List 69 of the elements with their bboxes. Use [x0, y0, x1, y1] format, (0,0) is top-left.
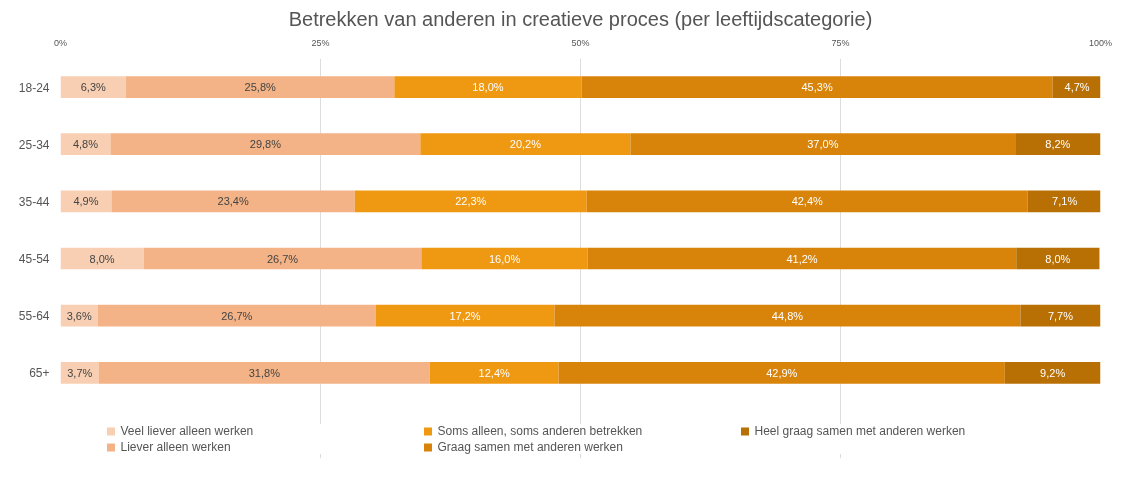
bar [97, 304, 376, 327]
data-label: 4,9% [73, 195, 99, 208]
data-label: 31,8% [248, 366, 281, 379]
bar [354, 190, 587, 213]
data-label: 7,7% [1047, 309, 1074, 322]
y-tick-label: 35-44 [18, 194, 50, 209]
x-tick-label: 50% [571, 37, 590, 48]
data-label: 6,3% [80, 81, 107, 94]
legend-label: Veel liever alleen werken [120, 424, 255, 438]
data-label: 12,4% [478, 366, 510, 379]
bar [1004, 361, 1101, 384]
data-label: 44,8% [771, 309, 804, 322]
bar [143, 247, 422, 270]
bar [1015, 133, 1101, 156]
data-label: 3,6% [66, 309, 92, 322]
legend-label: Soms alleen, soms anderen betrekken [437, 424, 644, 438]
bar [98, 361, 430, 384]
bar [554, 304, 1021, 327]
y-tick-label: 25-34 [18, 137, 50, 152]
bar [421, 247, 588, 270]
bar [110, 133, 421, 156]
data-label: 26,7% [221, 309, 253, 322]
data-label: 8,0% [1045, 252, 1071, 265]
bar [586, 190, 1028, 213]
chart-title: Betrekken van anderen in creatieve proces (per leeftijdscategorie) [288, 7, 873, 30]
x-tick-label: 0% [54, 37, 68, 48]
data-label: 17,2% [449, 309, 481, 322]
data-label: 42,9% [766, 366, 798, 379]
legend-label: Heel graag samen met anderen werken [754, 424, 967, 438]
bar [111, 190, 355, 213]
data-label: 9,2% [1040, 366, 1066, 379]
legend-label: Graag samen met anderen werken [437, 440, 624, 454]
data-label: 41,2% [786, 252, 818, 265]
data-label: 22,3% [455, 195, 487, 208]
bar [420, 133, 631, 156]
x-tick-label: 25% [311, 37, 330, 48]
x-tick-label: 75% [831, 37, 850, 48]
data-label: 26,7% [266, 252, 299, 265]
bar [1020, 304, 1101, 327]
bar [581, 76, 1053, 98]
data-label: 8,0% [89, 252, 115, 265]
bar [587, 247, 1017, 270]
data-label: 45,3% [801, 81, 833, 94]
y-tick-label: 55-64 [18, 309, 50, 324]
data-label: 8,2% [1045, 138, 1071, 151]
data-label: 16,0% [488, 252, 521, 265]
data-label: 29,8% [249, 138, 282, 151]
data-label: 37,0% [807, 138, 839, 151]
y-tick-label: 18-24 [18, 80, 50, 95]
data-label: 4,8% [72, 138, 99, 151]
bar [394, 76, 582, 98]
data-label: 23,4% [217, 195, 249, 208]
data-label: 25,8% [244, 81, 276, 94]
bar [429, 361, 559, 384]
data-label: 18,0% [472, 81, 504, 94]
legend-label: Liever alleen werken [120, 440, 232, 454]
y-tick-label: 65+ [29, 366, 50, 381]
data-label: 20,2% [509, 138, 542, 151]
bar [630, 133, 1016, 156]
bar [375, 304, 555, 327]
data-label: 3,7% [67, 366, 93, 379]
data-label: 7,1% [1052, 195, 1078, 208]
data-label: 42,4% [791, 195, 824, 208]
y-tick-label: 45-54 [18, 252, 50, 266]
bar [558, 361, 1005, 384]
bar [60, 76, 127, 98]
data-label: 4,7% [1064, 81, 1090, 94]
bar [126, 76, 395, 98]
x-tick-label: 100% [1088, 37, 1113, 48]
